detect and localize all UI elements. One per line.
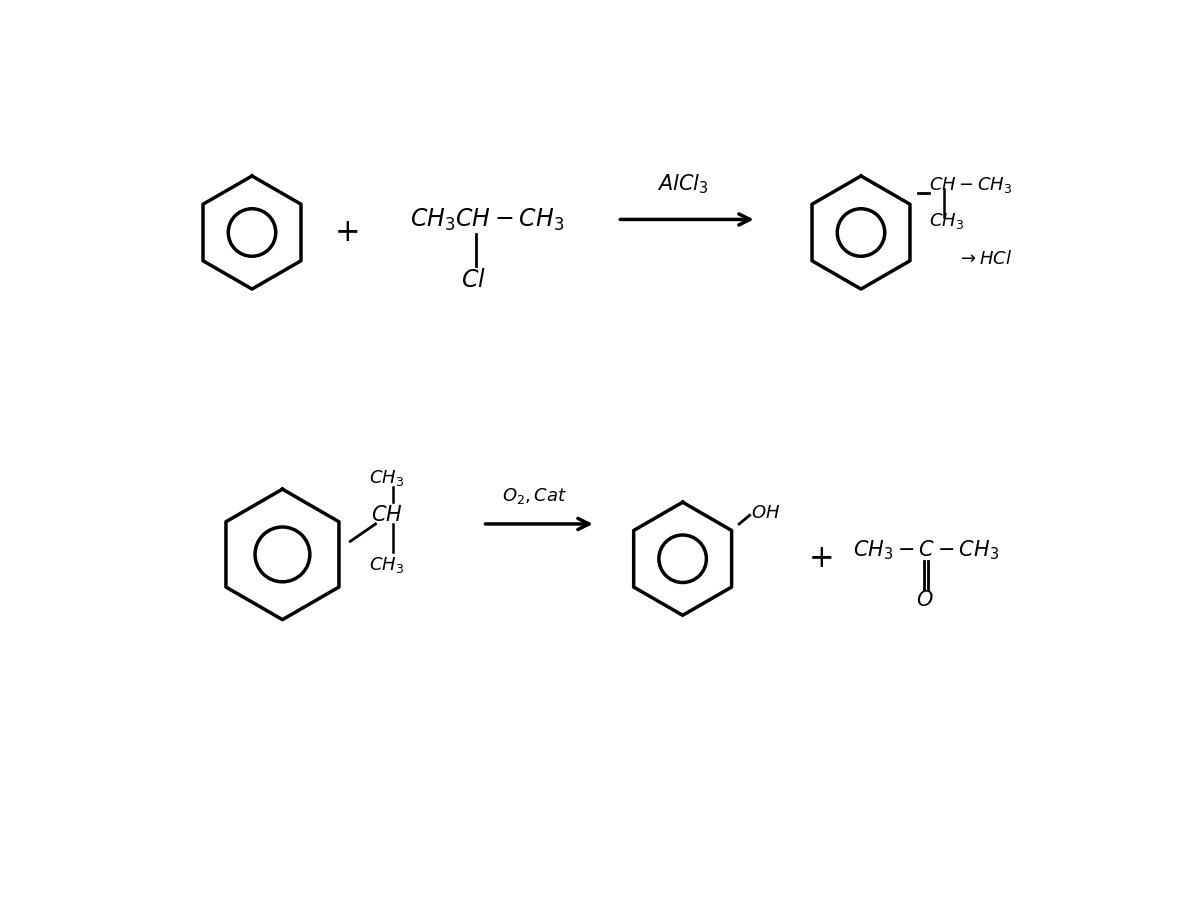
Text: $CH_3$: $CH_3$ (370, 468, 404, 488)
Text: $CH_3$: $CH_3$ (929, 212, 964, 231)
Text: $CH-CH_3$: $CH-CH_3$ (929, 175, 1012, 194)
Text: $O_2, Cat$: $O_2, Cat$ (502, 486, 568, 506)
Text: $CH$: $CH$ (371, 505, 403, 526)
Text: $O$: $O$ (916, 590, 934, 609)
Text: $CH_3CH-CH_3$: $CH_3CH-CH_3$ (410, 206, 564, 232)
Text: $AlCl_3$: $AlCl_3$ (656, 173, 708, 196)
Text: $\rightarrow HCl$: $\rightarrow HCl$ (956, 249, 1012, 267)
Text: $Cl$: $Cl$ (461, 269, 486, 292)
Text: $OH$: $OH$ (751, 504, 780, 522)
Text: +: + (335, 217, 360, 248)
Text: $CH_3$: $CH_3$ (370, 554, 404, 575)
Text: +: + (809, 544, 835, 574)
Text: $CH_3-C-CH_3$: $CH_3-C-CH_3$ (853, 538, 1000, 562)
